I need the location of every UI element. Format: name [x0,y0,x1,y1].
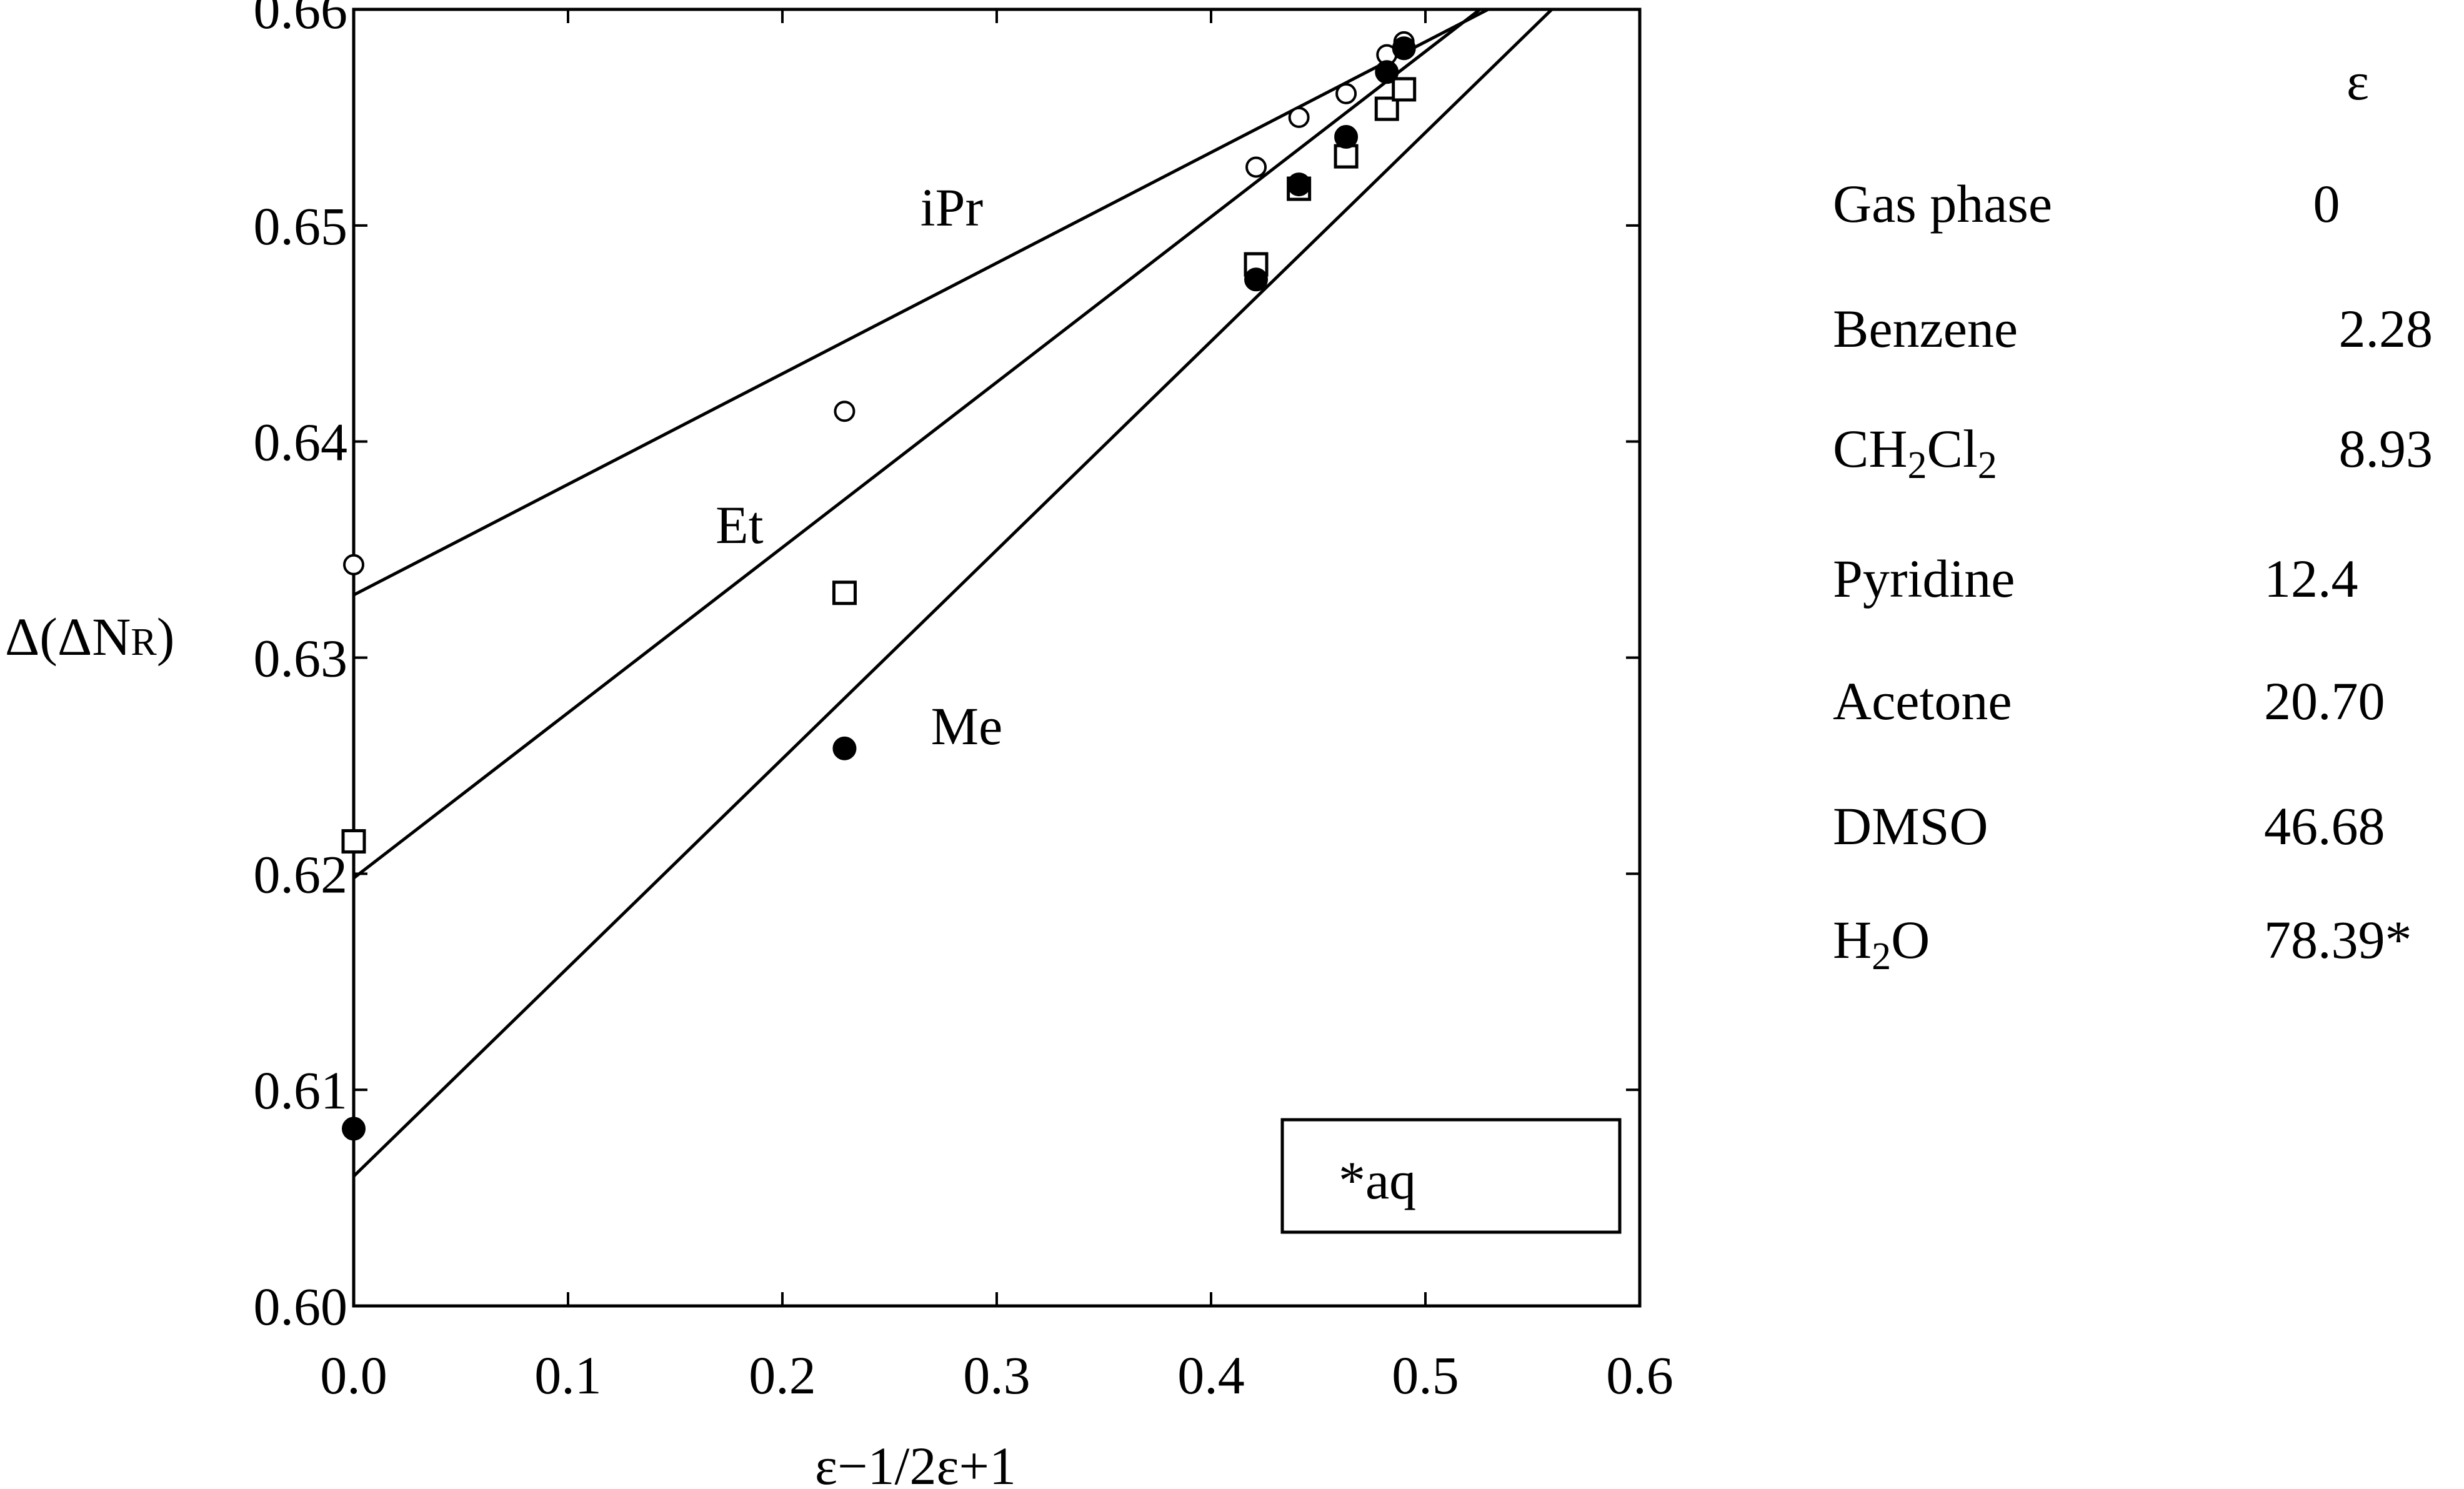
epsilon-value: 20.70 [2264,671,2385,731]
et-point [832,580,857,605]
epsilon-value: 12.4 [2264,549,2358,609]
me-point [1287,172,1311,197]
annotation-box [1280,1118,1622,1234]
solvent-name: Gas phase [1833,174,2053,234]
y-tick-label: 0.62 [254,844,348,904]
formula-part: CH [1833,419,1908,479]
ipr-point [1335,82,1357,104]
annotation-text: *aq [1339,1150,1416,1210]
solvent-name: Acetone [1833,671,2012,731]
y-tick-label: 0.60 [254,1277,348,1337]
me-point [1244,267,1269,292]
y-tick-label: 0.61 [254,1060,348,1120]
epsilon-value: 8.93 [2338,419,2433,479]
solvent-name: CH2Cl2 [1833,411,1997,503]
y-axis-label: Δ(ΔNR) [5,607,174,667]
line-labels: iPr Et Me [716,177,1002,756]
fit-line-et [354,9,1483,880]
solvent-name: H2O [1833,902,1930,994]
me-point [342,1117,366,1141]
table-row: DMSO 46.68 [1833,789,2458,864]
ipr-point [834,401,855,422]
tick-labels: 0.0 0.1 0.2 0.3 0.4 0.5 0.6 0.60 0.61 0.62 0.63 0.6… [254,0,1673,1405]
formula-part: O [1891,910,1930,970]
y-tick-label: 0.63 [254,629,348,689]
ipr-point [1288,106,1310,128]
me-point [1334,125,1359,149]
y-axis-label-close: ) [157,607,175,667]
fit-line-me [354,9,1554,1178]
et-point [1392,77,1417,102]
x-tick-label: 0.3 [963,1345,1030,1405]
me-point [1392,36,1416,61]
x-axis-label: ε−1/2ε+1 [815,1436,1016,1489]
line-label-me: Me [931,696,1003,756]
line-label-ipr: iPr [920,177,983,237]
table-row: CH2Cl2 8.93 [1833,411,2458,487]
epsilon-value: 2.28 [2338,299,2433,359]
ipr-point [1245,156,1267,178]
table-header-epsilon: ε [2346,51,2370,111]
table-row: Gas phase 0 [1833,166,2458,241]
x-tick-label: 0.5 [1392,1345,1459,1405]
me-point [832,736,857,760]
y-axis-label-main: Δ(ΔN [5,607,131,667]
x-tick-label: 0.4 [1177,1345,1245,1405]
epsilon-value: 78.39* [2264,910,2412,970]
formula-subscript: 2 [1907,444,1927,487]
et-point [1374,96,1399,121]
fit-line-ipr [354,9,1492,597]
et-point [1334,144,1359,169]
table-row: Acetone 20.70 [1833,664,2458,739]
fit-lines [354,9,1554,1178]
solvent-name: Benzene [1833,299,2018,359]
formula-subscript: 2 [1977,444,1997,487]
x-tick-label: 0.2 [749,1345,816,1405]
table-row: H2O 78.39* [1833,902,2458,978]
solvent-name: DMSO [1833,796,1988,856]
solvent-name: Pyridine [1833,549,2015,609]
y-tick-label: 0.66 [254,0,348,40]
formula-subscript: 2 [1872,935,1892,979]
formula-part: Cl [1927,419,1978,479]
x-tick-label: 0.6 [1606,1345,1673,1405]
y-axis-label-sub: R [131,621,157,664]
epsilon-value: 46.68 [2264,796,2385,856]
line-label-et: Et [716,495,764,555]
table-row: Benzene 2.28 [1833,291,2458,366]
y-tick-label: 0.65 [254,196,348,256]
y-tick-label: 0.64 [254,412,348,472]
ipr-point [343,554,364,575]
epsilon-value: 0 [2313,174,2340,234]
et-point [341,829,366,854]
formula-part: H [1833,910,1872,970]
me-point [1375,60,1399,84]
data-markers [341,31,1417,1141]
axis-ticks [352,8,1641,1307]
plot-frame [352,7,1642,1308]
x-tick-label: 0.1 [534,1345,602,1405]
table-row: Pyridine 12.4 [1833,541,2458,616]
x-tick-label: 0.0 [320,1345,387,1405]
